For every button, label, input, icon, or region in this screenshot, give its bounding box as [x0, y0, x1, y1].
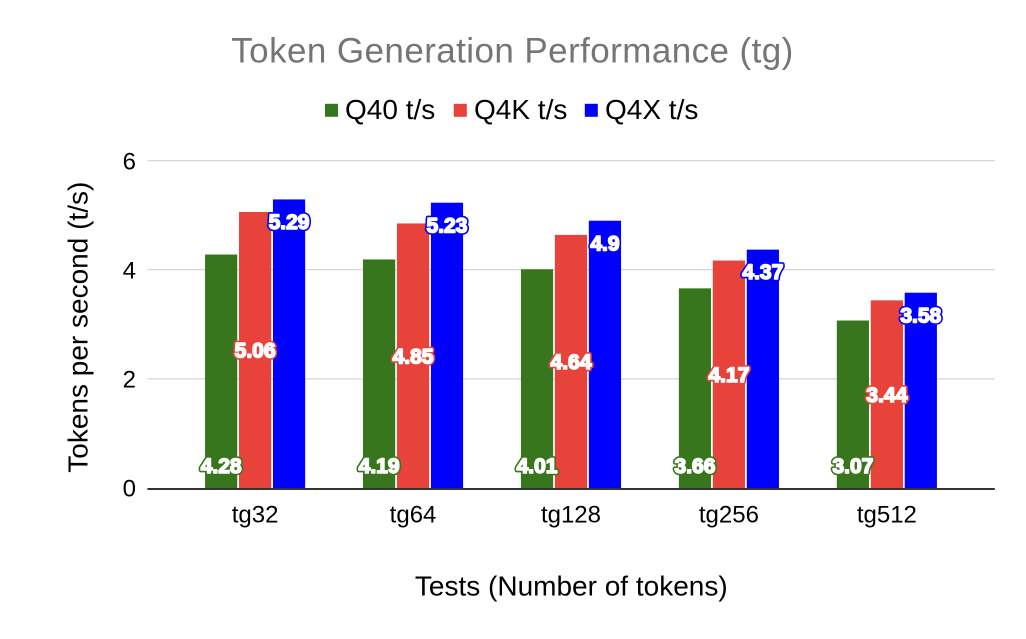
- svg-text:6: 6: [123, 148, 136, 175]
- svg-text:5.29: 5.29: [269, 211, 310, 234]
- svg-text:3.66: 3.66: [675, 455, 716, 478]
- svg-text:2: 2: [123, 367, 136, 394]
- svg-text:4.19: 4.19: [359, 455, 400, 478]
- svg-text:4.85: 4.85: [393, 345, 434, 368]
- svg-text:0: 0: [123, 476, 136, 503]
- svg-text:4.64: 4.64: [551, 351, 592, 374]
- svg-text:4.17: 4.17: [708, 364, 749, 387]
- svg-text:3.44: 3.44: [866, 384, 907, 407]
- svg-text:5.29: 5.29: [269, 211, 310, 234]
- svg-text:tg512: tg512: [857, 501, 917, 528]
- svg-text:4: 4: [123, 257, 136, 284]
- svg-text:tg64: tg64: [390, 501, 437, 528]
- svg-text:4.28: 4.28: [201, 455, 242, 478]
- svg-text:4.64: 4.64: [551, 351, 592, 374]
- svg-text:3.44: 3.44: [866, 384, 907, 407]
- svg-text:4.19: 4.19: [359, 455, 400, 478]
- svg-text:3.66: 3.66: [675, 455, 716, 478]
- svg-text:4.28: 4.28: [201, 455, 242, 478]
- svg-text:Tests (Number of tokens): Tests (Number of tokens): [415, 571, 728, 602]
- svg-text:4.9: 4.9: [590, 232, 619, 255]
- svg-text:4.85: 4.85: [393, 345, 434, 368]
- svg-text:5.23: 5.23: [427, 214, 468, 237]
- svg-text:5.06: 5.06: [235, 340, 276, 363]
- svg-text:4.01: 4.01: [517, 455, 558, 478]
- svg-text:4.37: 4.37: [742, 261, 783, 284]
- svg-text:tg256: tg256: [699, 501, 759, 528]
- svg-text:4.17: 4.17: [708, 364, 749, 387]
- svg-text:3.07: 3.07: [832, 455, 873, 478]
- svg-text:tg128: tg128: [541, 501, 601, 528]
- svg-text:Q40 t/s: Q40 t/s: [345, 94, 435, 125]
- svg-text:tg32: tg32: [232, 501, 279, 528]
- svg-text:3.58: 3.58: [900, 304, 941, 327]
- svg-text:3.07: 3.07: [832, 455, 873, 478]
- svg-text:Token Generation Performance (: Token Generation Performance (tg): [231, 32, 793, 71]
- svg-text:5.23: 5.23: [427, 214, 468, 237]
- svg-text:4.37: 4.37: [742, 261, 783, 284]
- svg-text:4.9: 4.9: [590, 232, 619, 255]
- svg-text:Tokens per second (t/s): Tokens per second (t/s): [62, 182, 93, 473]
- svg-text:5.06: 5.06: [235, 340, 276, 363]
- svg-text:3.58: 3.58: [900, 304, 941, 327]
- svg-text:Q4K t/s: Q4K t/s: [474, 94, 567, 125]
- svg-text:4.01: 4.01: [517, 455, 558, 478]
- svg-text:Q4X t/s: Q4X t/s: [605, 94, 698, 125]
